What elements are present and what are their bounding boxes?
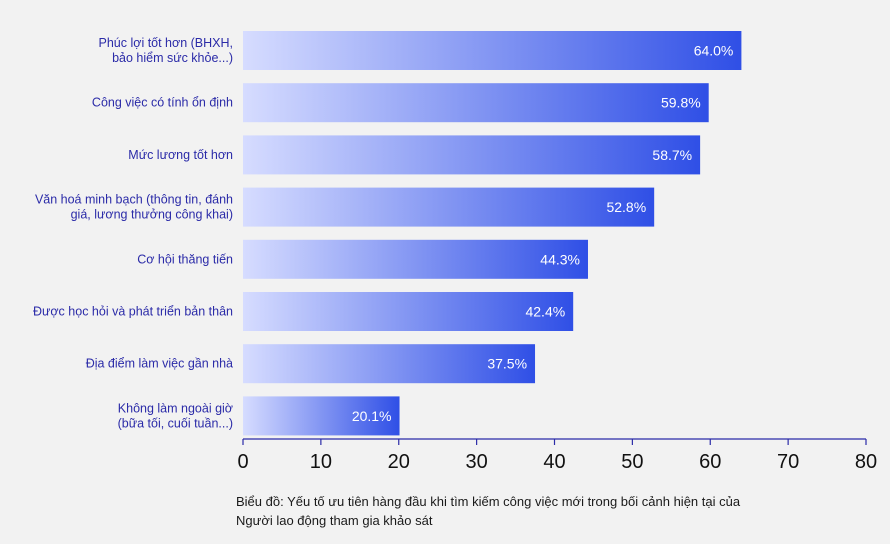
- bar: [243, 292, 574, 331]
- bar: [243, 187, 655, 227]
- x-tick-label: 80: [855, 451, 877, 473]
- bar-value-label: 44.3%: [540, 251, 580, 267]
- x-tick-label: 60: [699, 451, 721, 473]
- category-label: Được học hỏi và phát triển bản thân: [33, 305, 233, 319]
- caption-line-1: Biểu đồ: Yếu tố ưu tiên hàng đầu khi tìm…: [236, 494, 741, 509]
- bar-value-label: 59.8%: [661, 95, 701, 111]
- bar: [243, 83, 709, 123]
- category-label: Mức lương tốt hơn: [128, 148, 233, 162]
- x-tick-label: 30: [466, 451, 488, 473]
- bars: 64.0% 59.8% 58.7% 52.8% 44.3% 42.4% 37.5% 20.1%: [243, 31, 742, 436]
- bar-value-label: 64.0%: [694, 43, 734, 59]
- bar: [243, 135, 701, 175]
- category-labels: Phúc lợi tốt hơn (BHXH, bảo hiểm sức khỏe…: [33, 36, 233, 430]
- bar: [243, 239, 588, 279]
- bar: [243, 344, 536, 384]
- x-tick-label: 0: [237, 451, 248, 473]
- category-label: Không làm ngoài giờ (bữa tối, cuối tuần..…: [118, 401, 233, 430]
- x-tick-label: 70: [777, 451, 799, 473]
- bar-value-label: 52.8%: [606, 199, 646, 215]
- category-label: Cơ hội thăng tiến: [137, 252, 233, 266]
- category-label: Địa điểm làm việc gần nhà: [86, 357, 233, 371]
- category-label: Phúc lợi tốt hơn (BHXH, bảo hiểm sức khỏe…: [99, 36, 234, 65]
- x-tick-label: 20: [388, 451, 410, 473]
- x-tick-label: 40: [543, 451, 565, 473]
- category-label: Công việc có tính ổn định: [92, 96, 233, 110]
- x-tick-label: 10: [310, 451, 332, 473]
- chart-caption: Biểu đồ: Yếu tố ưu tiên hàng đầu khi tìm…: [236, 492, 856, 530]
- x-axis: 0 10 20 30 40 50 60 70 80: [237, 438, 877, 473]
- category-label: Văn hoá minh bạch (thông tin, đánh giá, l…: [35, 193, 233, 222]
- bar-value-label: 42.4%: [525, 304, 565, 320]
- bar: [243, 396, 400, 436]
- bar-value-label: 58.7%: [652, 147, 692, 163]
- bar: [243, 31, 742, 70]
- caption-line-2: Người lao động tham gia khảo sát: [236, 513, 433, 528]
- x-tick-label: 50: [621, 451, 643, 473]
- bar-value-label: 20.1%: [352, 408, 392, 424]
- bar-chart: 64.0% 59.8% 58.7% 52.8% 44.3% 42.4% 37.5% 20.1%…: [33, 31, 877, 473]
- bar-value-label: 37.5%: [487, 356, 527, 372]
